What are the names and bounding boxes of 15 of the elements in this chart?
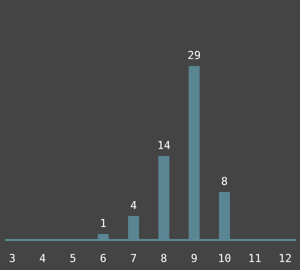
x-tick-label: 10 xyxy=(218,252,232,265)
x-tick-label: 11 xyxy=(248,252,262,265)
data-label: 29 xyxy=(188,49,201,62)
x-tick-label: 7 xyxy=(130,252,137,265)
data-label: 14 xyxy=(157,139,171,152)
x-tick-label: 8 xyxy=(160,252,168,265)
x-tick-label: 6 xyxy=(100,252,107,265)
data-label: 8 xyxy=(221,175,228,188)
x-tick-label: 3 xyxy=(8,252,16,265)
data-label: 1 xyxy=(100,217,107,230)
x-tick-label: 5 xyxy=(70,252,76,265)
x-tick-label: 12 xyxy=(278,252,292,265)
data-label: 4 xyxy=(130,199,138,212)
x-tick-label: 9 xyxy=(190,252,198,265)
x-tick-label: 4 xyxy=(39,252,46,265)
